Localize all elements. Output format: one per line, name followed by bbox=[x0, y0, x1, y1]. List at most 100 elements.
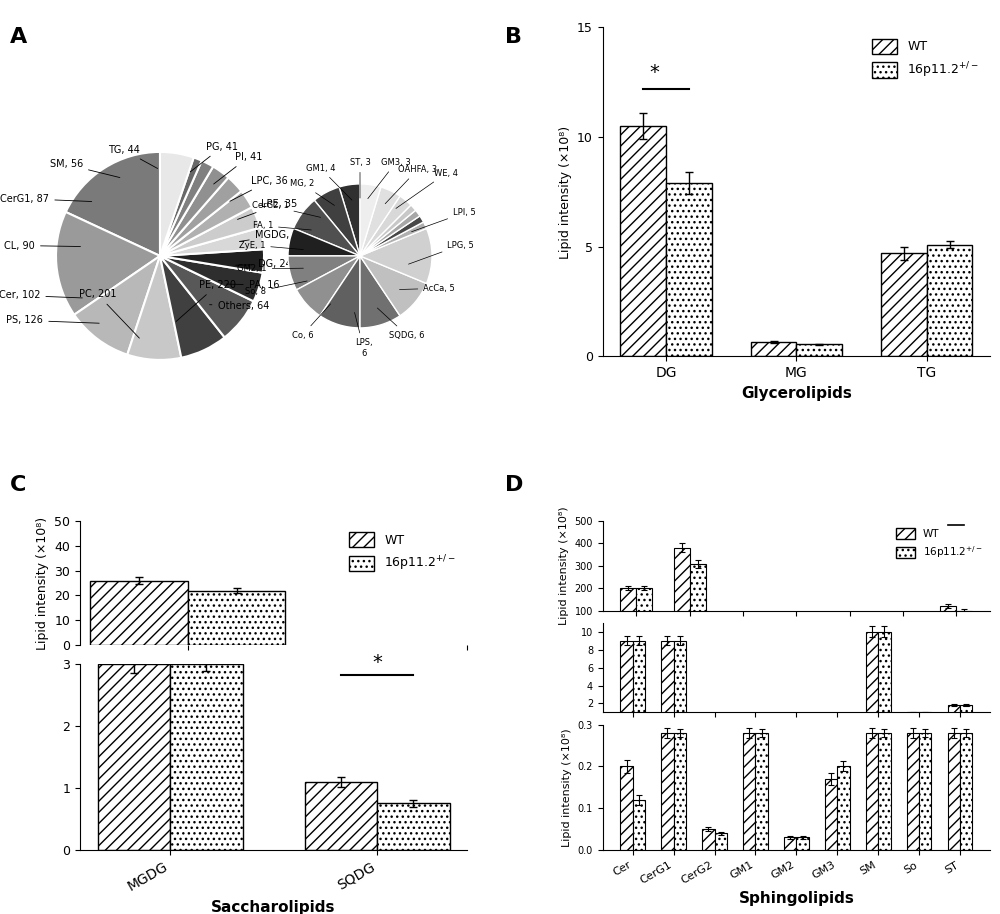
Wedge shape bbox=[314, 187, 360, 256]
Wedge shape bbox=[160, 250, 264, 272]
Bar bbox=[881, 253, 927, 356]
Bar bbox=[837, 766, 850, 850]
Legend: WT, 16p11.2$^{+/-}$: WT, 16p11.2$^{+/-}$ bbox=[867, 34, 984, 85]
Text: MGDG, 35: MGDG, 35 bbox=[239, 230, 304, 241]
Wedge shape bbox=[320, 256, 360, 328]
Text: CerG2, 1: CerG2, 1 bbox=[252, 201, 321, 218]
Text: CerG1, 87: CerG1, 87 bbox=[0, 194, 92, 204]
Bar bbox=[796, 837, 809, 850]
Wedge shape bbox=[339, 184, 360, 256]
Wedge shape bbox=[160, 177, 241, 256]
Bar bbox=[784, 837, 796, 850]
Text: *: * bbox=[372, 653, 382, 672]
Text: PG, 41: PG, 41 bbox=[190, 142, 238, 172]
Y-axis label: Lipid intensity (×10⁸): Lipid intensity (×10⁸) bbox=[36, 516, 49, 650]
Text: TG, 44: TG, 44 bbox=[108, 144, 158, 168]
Text: FA, 1: FA, 1 bbox=[253, 221, 311, 230]
Y-axis label: Lipid intensity (×10⁸): Lipid intensity (×10⁸) bbox=[562, 728, 572, 846]
Text: *: * bbox=[650, 63, 660, 82]
Wedge shape bbox=[360, 205, 416, 256]
Bar bbox=[755, 733, 768, 850]
Text: LPE, 35: LPE, 35 bbox=[237, 199, 298, 219]
Legend: WT, 16p11.2$^{+/-}$: WT, 16p11.2$^{+/-}$ bbox=[894, 526, 985, 562]
Text: Co, 6: Co, 6 bbox=[292, 303, 331, 340]
Text: DG, 24: DG, 24 bbox=[236, 260, 291, 270]
Text: C: C bbox=[10, 475, 26, 495]
Bar bbox=[633, 641, 645, 721]
Text: GM1, 4: GM1, 4 bbox=[306, 164, 352, 200]
Bar bbox=[919, 712, 931, 721]
Wedge shape bbox=[360, 184, 381, 256]
Wedge shape bbox=[56, 212, 160, 314]
Bar bbox=[866, 632, 878, 721]
Wedge shape bbox=[360, 197, 411, 256]
Bar bbox=[907, 712, 919, 721]
Text: PI, 41: PI, 41 bbox=[214, 152, 262, 184]
Text: GM2, 1: GM2, 1 bbox=[237, 264, 303, 273]
Bar bbox=[878, 632, 891, 721]
Bar bbox=[715, 834, 727, 850]
Wedge shape bbox=[160, 256, 263, 302]
Bar bbox=[960, 706, 972, 721]
Text: So, 8: So, 8 bbox=[245, 281, 307, 296]
Bar bbox=[907, 733, 919, 850]
Bar bbox=[377, 803, 450, 850]
Bar bbox=[878, 733, 891, 850]
Wedge shape bbox=[360, 210, 420, 256]
Text: CL, 90: CL, 90 bbox=[4, 240, 80, 250]
Wedge shape bbox=[360, 222, 427, 256]
Wedge shape bbox=[160, 152, 194, 256]
Text: SQDG, 6: SQDG, 6 bbox=[377, 308, 425, 340]
Bar bbox=[620, 766, 633, 850]
Text: D: D bbox=[505, 475, 523, 495]
Bar bbox=[661, 641, 674, 721]
Bar bbox=[948, 706, 960, 721]
X-axis label: Glycerolipids: Glycerolipids bbox=[741, 386, 852, 400]
Text: PS, 126: PS, 126 bbox=[6, 315, 99, 325]
Text: B: B bbox=[505, 27, 522, 48]
Text: LPG, 5: LPG, 5 bbox=[409, 240, 474, 264]
Bar bbox=[940, 606, 956, 633]
Wedge shape bbox=[288, 228, 360, 256]
Bar bbox=[666, 183, 712, 356]
Wedge shape bbox=[160, 256, 254, 337]
X-axis label: Sphingolipids: Sphingolipids bbox=[738, 891, 854, 907]
Bar bbox=[620, 589, 636, 633]
Wedge shape bbox=[160, 157, 202, 256]
Text: LPC, 36: LPC, 36 bbox=[230, 176, 288, 201]
Y-axis label: Lipid intensity (×10⁸): Lipid intensity (×10⁸) bbox=[559, 506, 569, 625]
Text: GM3, 3: GM3, 3 bbox=[368, 158, 411, 198]
Text: A: A bbox=[10, 27, 27, 48]
Bar bbox=[633, 800, 645, 850]
Legend: WT, 16p11.2$^{+/-}$: WT, 16p11.2$^{+/-}$ bbox=[344, 527, 461, 579]
Bar bbox=[825, 779, 837, 850]
Bar bbox=[866, 733, 878, 850]
Bar bbox=[188, 590, 285, 645]
Text: MG, 2: MG, 2 bbox=[290, 179, 334, 206]
Bar bbox=[690, 564, 706, 633]
Wedge shape bbox=[160, 256, 225, 357]
Bar bbox=[305, 781, 377, 850]
Wedge shape bbox=[360, 256, 400, 328]
Wedge shape bbox=[360, 187, 400, 256]
Text: ZyE, 1: ZyE, 1 bbox=[239, 240, 303, 250]
Text: ST, 3: ST, 3 bbox=[350, 158, 370, 198]
Wedge shape bbox=[297, 256, 360, 315]
Bar bbox=[796, 345, 842, 356]
Wedge shape bbox=[160, 228, 264, 256]
Wedge shape bbox=[360, 216, 423, 256]
Text: PE, 220: PE, 220 bbox=[176, 280, 236, 322]
Wedge shape bbox=[160, 207, 260, 256]
Text: LPS,
6: LPS, 6 bbox=[355, 313, 372, 357]
Bar bbox=[170, 664, 243, 850]
Wedge shape bbox=[360, 256, 427, 315]
Bar bbox=[620, 641, 633, 721]
Bar bbox=[948, 733, 960, 850]
Text: WE, 4: WE, 4 bbox=[396, 168, 458, 208]
Bar bbox=[674, 547, 690, 633]
Wedge shape bbox=[293, 200, 360, 256]
Wedge shape bbox=[160, 166, 228, 256]
Bar bbox=[90, 580, 188, 645]
Text: LPI, 5: LPI, 5 bbox=[412, 208, 476, 232]
X-axis label: Saccharolipids: Saccharolipids bbox=[211, 899, 336, 914]
